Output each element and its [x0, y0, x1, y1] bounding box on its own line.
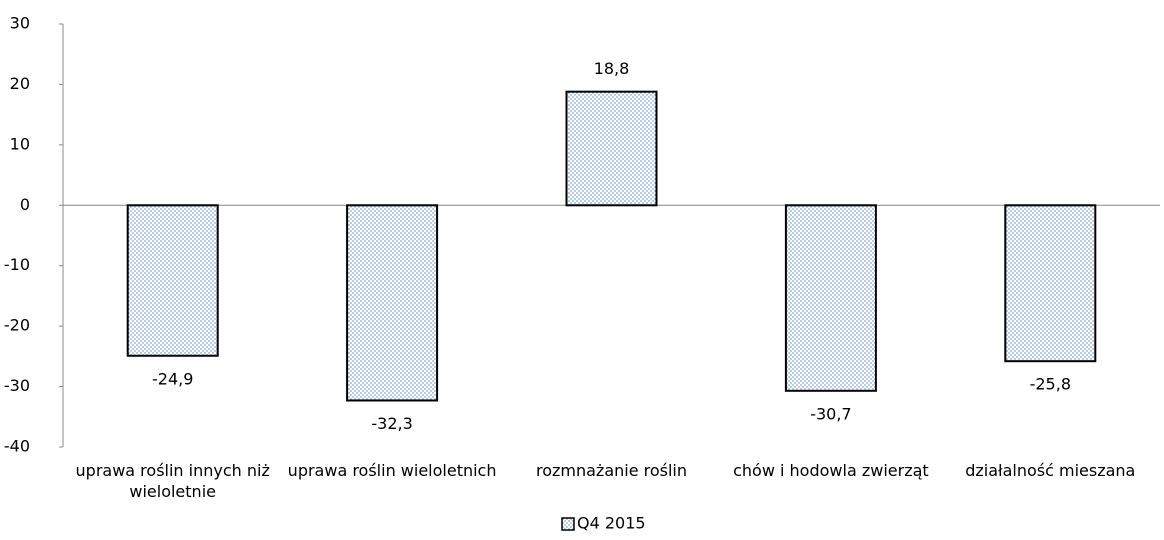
y-tick-label: -20 — [4, 316, 30, 335]
legend-swatch — [561, 517, 575, 531]
data-label: -32,3 — [371, 414, 412, 433]
bar — [1004, 204, 1097, 363]
x-tick-label: działalność mieszana — [965, 461, 1136, 480]
y-tick-label: -40 — [4, 437, 30, 456]
y-tick-label: 30 — [10, 14, 30, 33]
y-tick-label: 20 — [10, 74, 30, 93]
x-tick-label: chów i hodowla zwierząt — [733, 461, 929, 480]
y-tick-label: -30 — [4, 376, 30, 395]
x-tick-label: uprawa roślin wieloletnich — [287, 461, 497, 480]
data-label: -24,9 — [152, 369, 193, 388]
bar — [346, 204, 439, 402]
legend-label: Q4 2015 — [577, 514, 646, 533]
data-label: -25,8 — [1030, 375, 1071, 394]
x-tick-label: rozmnażanie roślin — [535, 461, 688, 480]
bar — [126, 204, 219, 357]
data-label: 18,8 — [594, 59, 630, 78]
data-label: -30,7 — [810, 404, 851, 423]
y-tick-label: 0 — [20, 195, 30, 214]
x-tick-label: uprawa roślin innych niż wieloletnie — [75, 461, 270, 501]
y-tick-label: -10 — [4, 255, 30, 274]
bar — [784, 204, 877, 392]
bar — [565, 90, 658, 207]
y-tick-label: 10 — [10, 134, 30, 153]
